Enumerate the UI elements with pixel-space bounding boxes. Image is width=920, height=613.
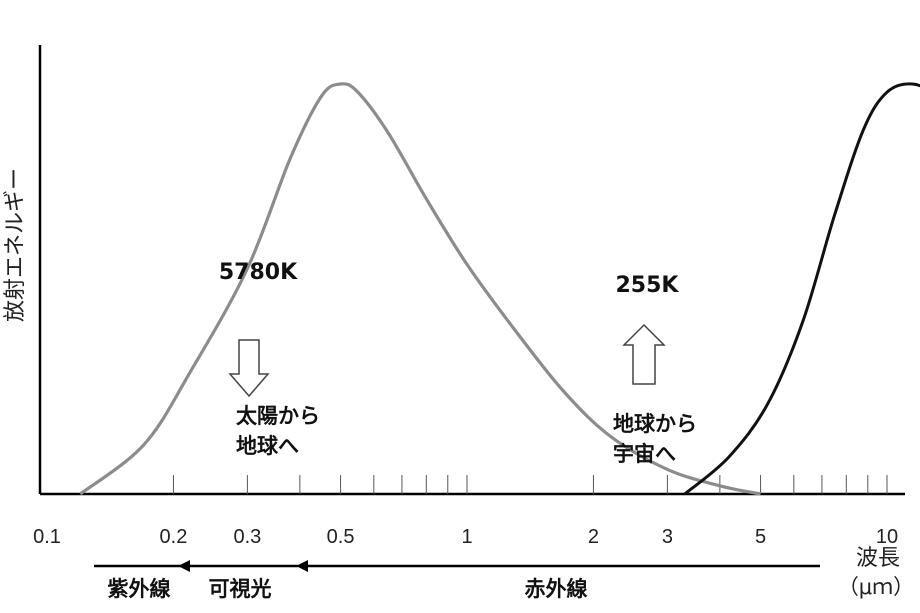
x-tick-label: 2 bbox=[588, 526, 599, 548]
x-tick-label: 1 bbox=[461, 526, 472, 548]
sun-arrow-caption-line2: 地球へ bbox=[236, 434, 299, 458]
earth-to-space-arrow-icon bbox=[622, 323, 666, 385]
sun-temperature-label: 5780K bbox=[219, 260, 298, 285]
sun-to-earth-arrow-icon bbox=[228, 339, 270, 398]
x-axis-label: 波長 bbox=[856, 546, 900, 571]
band-arrowhead-ir bbox=[296, 560, 308, 572]
minor-ticks bbox=[172, 475, 888, 494]
earth-arrow-caption-line1: 地球から bbox=[613, 412, 697, 436]
earth-temperature-label: 255K bbox=[616, 273, 680, 298]
sun-arrow-caption-line1: 太陽から bbox=[236, 404, 320, 428]
y-axis-label: 放射エネルギー bbox=[3, 168, 28, 322]
x-axis-unit: （μｍ） bbox=[838, 575, 914, 599]
x-tick-label: 5 bbox=[755, 526, 766, 548]
x-tick-label: 3 bbox=[662, 526, 673, 548]
x-tick-label: 10 bbox=[876, 526, 898, 548]
band-arrowhead-uv bbox=[178, 560, 190, 572]
band-label-uv: 紫外線 bbox=[108, 577, 171, 601]
earth-arrow-caption-line2: 宇宙へ bbox=[613, 442, 676, 466]
series-layer bbox=[79, 82, 920, 496]
x-tick-label: 0.5 bbox=[327, 526, 355, 548]
band-label-visible: 可視光 bbox=[209, 577, 272, 601]
x-tick-label: 0.1 bbox=[33, 526, 61, 548]
x-tick-labels: 0.10.20.30.5123510203050100 bbox=[33, 526, 898, 548]
band-label-ir: 赤外線 bbox=[525, 577, 588, 601]
x-tick-label: 0.3 bbox=[233, 526, 261, 548]
x-tick-label: 0.2 bbox=[160, 526, 188, 548]
series-line-5780k bbox=[79, 82, 761, 496]
series-line-255k bbox=[683, 82, 920, 496]
